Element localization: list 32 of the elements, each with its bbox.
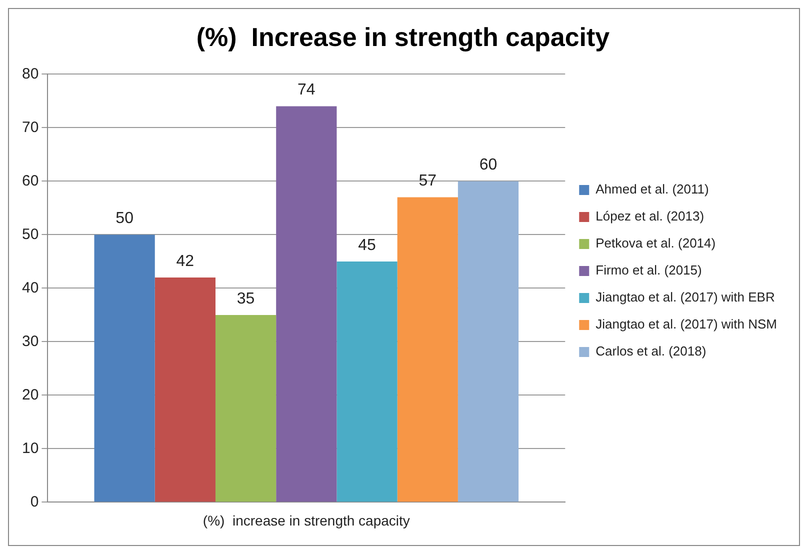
data-label: 60	[479, 156, 498, 174]
data-label: 74	[298, 82, 316, 99]
y-tick-label: 50	[22, 226, 39, 243]
legend-label: Carlos et al. (2018)	[596, 344, 706, 359]
legend-label: Jiangtao et al. (2017) with NSM	[596, 316, 778, 332]
y-tick-label: 60	[22, 172, 39, 190]
bar	[458, 181, 519, 502]
legend-label: Firmo et al. (2015)	[596, 262, 702, 278]
legend-label: López et al. (2013)	[596, 208, 704, 224]
legend-label: Jiangtao et al. (2017) with EBR	[596, 290, 775, 305]
chart-title: (%) Increase in strength capacity	[196, 22, 610, 52]
y-tick-label: 10	[22, 440, 39, 457]
y-tick-label: 40	[22, 279, 39, 296]
y-tick-label: 80	[22, 65, 39, 82]
data-label: 42	[176, 252, 194, 270]
bar	[94, 234, 155, 502]
y-tick-label: 30	[22, 332, 39, 350]
legend-label: Ahmed et al. (2011)	[596, 182, 709, 197]
bar	[397, 197, 458, 502]
bar	[215, 314, 276, 502]
data-label: 35	[236, 290, 255, 308]
data-label: 50	[116, 210, 134, 228]
x-tick-label: (%) increase in strength capacity	[202, 512, 410, 528]
bar	[276, 106, 337, 502]
bar	[336, 261, 398, 502]
bar	[154, 278, 216, 502]
y-tick-label: 20	[22, 386, 39, 404]
y-tick-label: 0	[30, 493, 39, 510]
y-tick-label: 70	[22, 118, 39, 136]
data-label: 57	[418, 172, 437, 190]
data-label: 45	[358, 236, 376, 254]
legend-label: Petkova et al. (2014)	[596, 236, 716, 251]
